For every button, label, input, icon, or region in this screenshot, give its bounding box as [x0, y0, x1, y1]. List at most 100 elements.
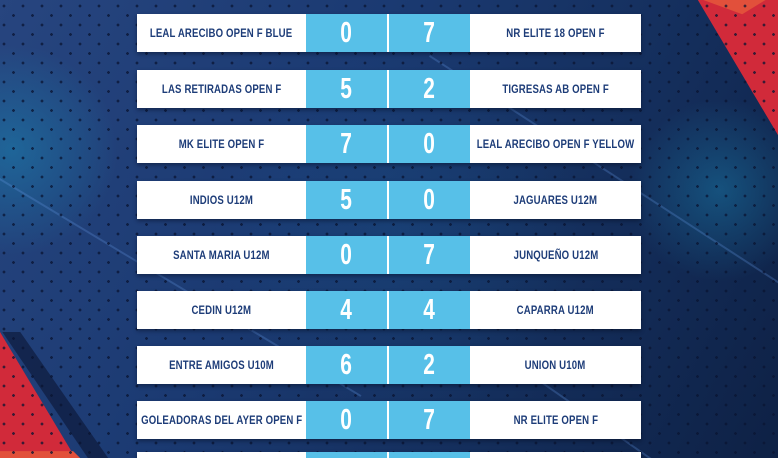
home-score: 4 — [340, 294, 353, 326]
home-score-box: 5 — [306, 70, 387, 108]
home-score-box: 5 — [306, 181, 387, 219]
away-score: 7 — [423, 17, 436, 49]
home-score: 0 — [340, 239, 353, 271]
score-divider — [387, 401, 389, 439]
score-panel: 5 0 — [306, 181, 470, 219]
away-team-name: NR ELITE OPEN F — [513, 413, 598, 427]
home-score: 0 — [340, 17, 353, 49]
away-score: 4 — [423, 294, 436, 326]
score-divider — [387, 181, 389, 219]
away-score-box — [389, 452, 470, 458]
home-score-box: 4 — [306, 291, 387, 329]
home-score-box: 6 — [306, 346, 387, 384]
away-team-name: UNION U10M — [525, 358, 586, 372]
away-team-bar — [470, 452, 641, 458]
home-team-bar: ENTRE AMIGOS U10M — [137, 346, 306, 384]
match-row: GOLEADORAS DEL AYER OPEN F 0 7 NR ELITE … — [137, 401, 641, 439]
home-team-name: GOLEADORAS DEL AYER OPEN F — [140, 413, 303, 427]
score-divider — [387, 346, 389, 384]
away-team-name: NR ELITE 18 OPEN F — [506, 26, 605, 40]
away-score-box: 0 — [389, 181, 470, 219]
away-team-bar: TIGRESAS AB OPEN F — [470, 70, 641, 108]
home-team-name: LAS RETIRADAS OPEN F — [161, 82, 282, 96]
match-row: ENTRE AMIGOS U10M 6 2 UNION U10M — [137, 346, 641, 384]
away-team-bar: JAGUARES U12M — [470, 181, 641, 219]
away-score-box: 4 — [389, 291, 470, 329]
home-score: 7 — [340, 128, 353, 160]
home-score-box: 0 — [306, 401, 387, 439]
home-team-bar: LAS RETIRADAS OPEN F — [137, 70, 306, 108]
home-team-name: ENTRE AMIGOS U10M — [169, 358, 274, 372]
away-team-bar: CAPARRA U12M — [470, 291, 641, 329]
away-team-name: JAGUARES U12M — [513, 193, 598, 207]
away-team-bar: JUNQUEÑO U12M — [470, 236, 641, 274]
match-row: SANTA MARIA U12M 0 7 JUNQUEÑO U12M — [137, 236, 641, 274]
away-score-box: 7 — [389, 401, 470, 439]
away-score-box: 7 — [389, 14, 470, 52]
home-score-box: 0 — [306, 14, 387, 52]
home-score-box: 7 — [306, 125, 387, 163]
score-panel: 5 2 — [306, 70, 470, 108]
away-team-name: TIGRESAS AB OPEN F — [502, 82, 609, 96]
away-score: 7 — [423, 239, 436, 271]
away-team-bar: UNION U10M — [470, 346, 641, 384]
home-score: 5 — [340, 184, 353, 216]
away-team-name: JUNQUEÑO U12M — [513, 248, 598, 262]
home-team-bar: CEDIN U12M — [137, 291, 306, 329]
score-panel: 0 7 — [306, 236, 470, 274]
home-team-bar: MK ELITE OPEN F — [137, 125, 306, 163]
home-team-name: LEAL ARECIBO OPEN F BLUE — [150, 26, 293, 40]
away-team-name: CAPARRA U12M — [516, 303, 595, 317]
match-row-partial — [137, 452, 641, 458]
away-score: 0 — [423, 184, 436, 216]
away-team-bar: LEAL ARECIBO OPEN F YELLOW — [470, 125, 641, 163]
score-divider — [387, 14, 389, 52]
home-score-box: 0 — [306, 236, 387, 274]
score-divider — [387, 125, 389, 163]
away-team-bar: NR ELITE OPEN F — [470, 401, 641, 439]
home-team-name: MK ELITE OPEN F — [178, 137, 265, 151]
home-team-bar: INDIOS U12M — [137, 181, 306, 219]
match-row: INDIOS U12M 5 0 JAGUARES U12M — [137, 181, 641, 219]
away-score-box: 2 — [389, 70, 470, 108]
score-divider — [387, 236, 389, 274]
home-score-box — [306, 452, 387, 458]
away-score: 2 — [423, 349, 436, 381]
home-team-name: INDIOS U12M — [189, 193, 254, 207]
score-divider — [387, 452, 389, 458]
home-team-bar — [137, 452, 306, 458]
score-panel: 6 2 — [306, 346, 470, 384]
home-team-bar: GOLEADORAS DEL AYER OPEN F — [137, 401, 306, 439]
score-panel: 4 4 — [306, 291, 470, 329]
away-score: 0 — [423, 128, 436, 160]
away-score: 7 — [423, 404, 436, 436]
home-score: 0 — [340, 404, 353, 436]
away-score-box: 7 — [389, 236, 470, 274]
match-row: CEDIN U12M 4 4 CAPARRA U12M — [137, 291, 641, 329]
away-team-name: LEAL ARECIBO OPEN F YELLOW — [476, 137, 635, 151]
match-row: MK ELITE OPEN F 7 0 LEAL ARECIBO OPEN F … — [137, 125, 641, 163]
home-team-bar: SANTA MARIA U12M — [137, 236, 306, 274]
home-score: 5 — [340, 73, 353, 105]
away-team-bar: NR ELITE 18 OPEN F — [470, 14, 641, 52]
home-team-name: SANTA MARIA U12M — [173, 248, 270, 262]
home-team-bar: LEAL ARECIBO OPEN F BLUE — [137, 14, 306, 52]
score-panel: 0 7 — [306, 401, 470, 439]
home-team-name: CEDIN U12M — [191, 303, 252, 317]
match-row: LEAL ARECIBO OPEN F BLUE 0 7 NR ELITE 18… — [137, 14, 641, 52]
away-score-box: 2 — [389, 346, 470, 384]
match-row: LAS RETIRADAS OPEN F 5 2 TIGRESAS AB OPE… — [137, 70, 641, 108]
score-panel: 0 7 — [306, 14, 470, 52]
score-panel — [306, 452, 470, 458]
home-score: 6 — [340, 349, 353, 381]
score-divider — [387, 70, 389, 108]
score-panel: 7 0 — [306, 125, 470, 163]
